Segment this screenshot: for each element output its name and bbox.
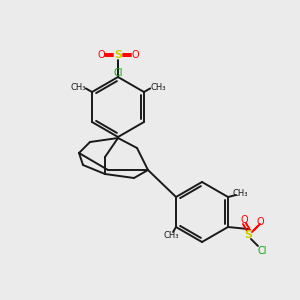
Text: Cl: Cl xyxy=(113,68,123,78)
Text: Cl: Cl xyxy=(257,246,267,256)
Text: CH₃: CH₃ xyxy=(163,230,179,239)
Text: O: O xyxy=(97,50,105,60)
Text: O: O xyxy=(131,50,139,60)
Text: CH₃: CH₃ xyxy=(70,83,86,92)
Text: S: S xyxy=(244,230,252,240)
Text: O: O xyxy=(240,215,248,225)
Text: O: O xyxy=(256,217,264,227)
Text: S: S xyxy=(114,50,122,60)
Text: CH₃: CH₃ xyxy=(150,83,166,92)
Text: CH₃: CH₃ xyxy=(232,190,248,199)
